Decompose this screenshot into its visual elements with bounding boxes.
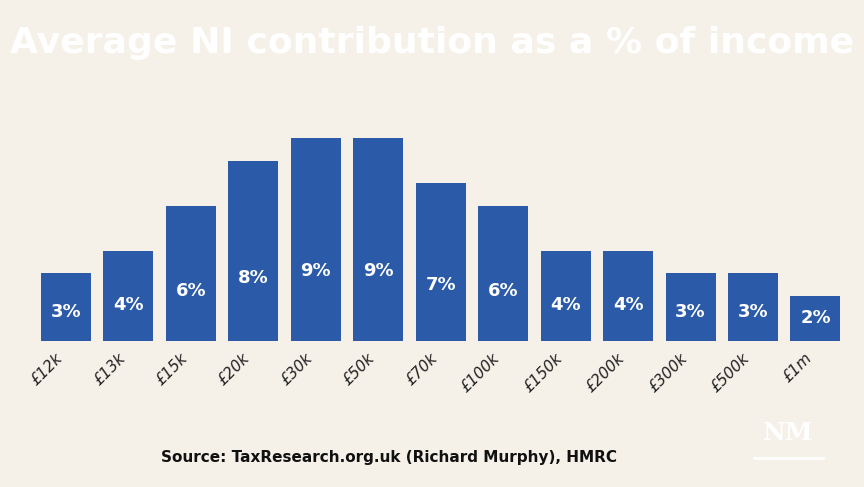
Text: 9%: 9% xyxy=(301,262,331,280)
Text: Source: TaxResearch.org.uk (Richard Murphy), HMRC: Source: TaxResearch.org.uk (Richard Murp… xyxy=(161,450,617,465)
Bar xyxy=(41,273,91,341)
Text: 3%: 3% xyxy=(738,302,768,320)
Text: 3%: 3% xyxy=(676,302,706,320)
Text: NM: NM xyxy=(763,421,814,445)
Text: 2%: 2% xyxy=(800,309,831,327)
Bar xyxy=(478,206,528,341)
Bar xyxy=(228,161,278,341)
Bar xyxy=(665,273,715,341)
Text: 4%: 4% xyxy=(113,296,143,314)
Bar xyxy=(353,138,403,341)
Text: 3%: 3% xyxy=(50,302,81,320)
Bar xyxy=(791,296,841,341)
Bar xyxy=(603,251,653,341)
Text: 7%: 7% xyxy=(425,276,456,294)
Bar xyxy=(166,206,216,341)
Text: Average NI contribution as a % of income: Average NI contribution as a % of income xyxy=(10,26,854,59)
Text: 4%: 4% xyxy=(613,296,644,314)
Bar xyxy=(541,251,591,341)
Text: 8%: 8% xyxy=(238,269,269,287)
Text: 4%: 4% xyxy=(550,296,581,314)
Bar xyxy=(728,273,778,341)
Text: 6%: 6% xyxy=(488,282,518,300)
Bar xyxy=(290,138,340,341)
Text: 9%: 9% xyxy=(363,262,393,280)
Bar xyxy=(104,251,153,341)
Text: 6%: 6% xyxy=(175,282,206,300)
Bar xyxy=(416,183,466,341)
